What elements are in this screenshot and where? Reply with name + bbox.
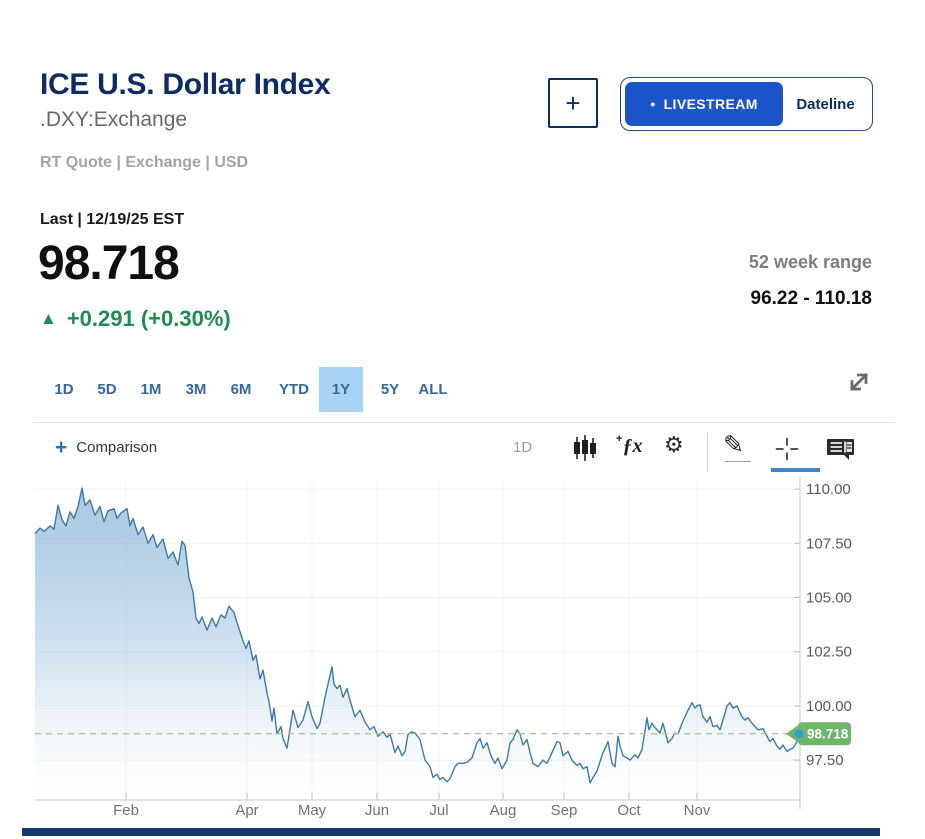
pencil-underline [725,461,751,462]
chart-style-button[interactable] [571,434,599,467]
svg-text:105.00: 105.00 [806,590,852,607]
svg-text:107.50: 107.50 [806,535,852,552]
price-chart[interactable]: 110.00 107.50 105.00 102.50 100.00 97.50 Feb Ap… [0,475,925,823]
symbol-label: .DXY:Exchange [40,108,188,131]
svg-text:100.00: 100.00 [806,698,852,715]
tab-all[interactable]: ALL [418,381,448,398]
week-range-label: 52 week range [748,252,872,272]
week-range-value: 96.22 - 110.18 [750,288,873,309]
plus-icon: + [565,87,581,118]
svg-text:Aug: Aug [490,802,517,819]
indicators-button[interactable]: +ƒx [616,433,642,458]
svg-text:May: May [298,802,327,819]
news-annotations-button[interactable] [827,436,855,467]
livestream-button[interactable]: ● LIVESTREAM [625,82,783,126]
expand-chart-button[interactable] [841,364,877,400]
last-timestamp: Last | 12/19/25 EST [40,211,185,228]
svg-text:Oct: Oct [617,802,641,819]
quote-meta: RT Quote | Exchange | USD [40,154,249,171]
svg-text:Sep: Sep [551,802,578,819]
price-change: ▲ +0.291 (+0.30%) [40,306,231,332]
tab-1y[interactable]: 1Y [319,367,363,412]
comparison-plus-icon: + [55,436,68,459]
svg-text:98.718: 98.718 [807,727,849,742]
crosshair-active-indicator [771,468,820,472]
tab-5y[interactable]: 5Y [380,381,400,398]
y-axis-labels: 110.00 107.50 105.00 102.50 100.00 97.50 [794,481,852,769]
change-value: +0.291 (+0.30%) [66,306,231,331]
fx-plus-icon: + [616,433,623,445]
crosshair-icon [775,437,799,461]
chart-settings-button[interactable]: ⚙ [664,433,684,458]
x-axis-labels: Feb Apr May Jun Jul Aug Sep Oct Nov [113,793,711,819]
draw-tool-button[interactable]: ✎ [723,430,744,459]
svg-text:Apr: Apr [235,802,258,819]
chart-navigator-bar[interactable] [22,828,880,836]
dateline-button[interactable]: Dateline [796,95,855,113]
tab-3m[interactable]: 3M [185,381,207,398]
axes [35,477,801,809]
fx-icon: ƒx [622,435,643,457]
section-divider [33,422,895,423]
last-price: 98.718 [38,237,180,290]
livestream-dateline-toggle[interactable]: ● LIVESTREAM Dateline [620,77,873,131]
tab-5d[interactable]: 5D [97,381,117,398]
tab-ytd[interactable]: YTD [279,381,309,398]
candlestick-icon [574,435,596,461]
chart-area: 110.00 107.50 105.00 102.50 100.00 97.50 Feb Ap… [0,475,925,823]
current-price-badge: 98.718 [786,722,851,746]
tab-6m[interactable]: 6M [230,381,252,398]
add-to-watchlist-button[interactable]: + [548,78,598,128]
pencil-icon: ✎ [723,430,744,459]
page-title: ICE U.S. Dollar Index [40,68,331,101]
live-dot-icon: ● [650,98,656,109]
price-line [34,487,801,784]
tab-1m[interactable]: 1M [140,381,162,398]
interval-selector[interactable]: 1D [513,439,533,456]
price-area [35,488,800,800]
toolbar-divider [707,433,708,472]
gear-icon: ⚙ [664,433,684,458]
svg-text:Feb: Feb [113,802,139,819]
expand-icon [850,373,868,391]
add-comparison-button[interactable]: + Comparison [55,437,157,458]
up-arrow-icon: ▲ [40,309,57,328]
svg-text:Jun: Jun [365,802,389,819]
svg-text:Jul: Jul [429,802,448,819]
comparison-label: Comparison [76,439,158,456]
news-icon [827,439,854,460]
svg-text:97.50: 97.50 [806,752,844,769]
svg-text:110.00: 110.00 [806,481,851,498]
livestream-label: LIVESTREAM [663,96,758,112]
crosshair-tool-button[interactable] [774,436,800,467]
svg-text:Nov: Nov [684,802,711,819]
tab-1d[interactable]: 1D [54,381,74,398]
svg-text:102.50: 102.50 [806,644,852,661]
